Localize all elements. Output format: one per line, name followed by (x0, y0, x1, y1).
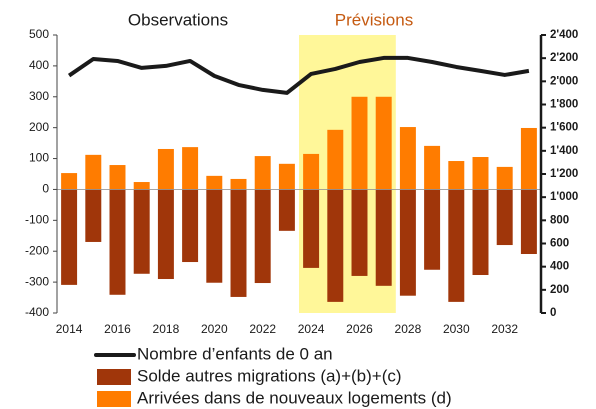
y2-tick-label: 600 (550, 238, 569, 250)
bar (399, 189, 416, 296)
annotation: Prévisions (335, 10, 413, 29)
bar (182, 147, 199, 190)
bar (472, 157, 489, 190)
bar (448, 189, 465, 302)
y-tick-label: -300 (25, 274, 49, 288)
y-tick-label: 200 (29, 120, 49, 134)
annotation: Observations (128, 10, 228, 29)
y-tick-label: -100 (25, 213, 49, 227)
y-tick-label: 100 (29, 151, 49, 165)
y2-tick-label: 0 (550, 307, 556, 319)
x-tick-label: 2020 (201, 322, 228, 336)
bar (424, 189, 441, 270)
bar (327, 189, 344, 302)
bar (399, 127, 416, 190)
y2-tick-label: 2'400 (550, 29, 578, 41)
y2-tick-label: 1'400 (550, 145, 578, 157)
bar (303, 189, 320, 268)
y2-tick-label: 2'000 (550, 75, 578, 87)
x-tick-label: 2018 (153, 322, 180, 336)
bar (254, 189, 271, 284)
bar (496, 166, 513, 190)
y2-tick-label: 1'000 (550, 191, 578, 203)
y2-tick-label: 1'200 (550, 168, 578, 180)
bar (182, 189, 199, 263)
y-tick-label: -200 (25, 243, 49, 257)
bar (278, 189, 295, 231)
x-tick-label: 2026 (346, 322, 373, 336)
legend-label: Nombre d’enfants de 0 an (137, 344, 333, 363)
bar (230, 178, 247, 190)
bar (496, 189, 513, 246)
bar (375, 189, 392, 286)
y-tick-label: 300 (29, 89, 49, 103)
bar (109, 165, 126, 190)
bar (351, 96, 368, 190)
y-tick-label: -400 (25, 305, 49, 319)
bar (278, 163, 295, 190)
bar (109, 189, 126, 295)
bar (351, 189, 368, 276)
bar (520, 189, 537, 255)
y2-tick-label: 2'200 (550, 52, 578, 64)
line (67, 55, 530, 95)
bar (520, 127, 537, 190)
legend-swatch (97, 369, 131, 385)
bar (157, 148, 174, 190)
bar (375, 96, 392, 190)
bar (157, 189, 174, 280)
x-tick-label: 2014 (56, 322, 83, 336)
x-tick-label: 2024 (298, 322, 325, 336)
bar (206, 189, 223, 283)
bar (327, 129, 344, 190)
bar (424, 145, 441, 190)
bar (254, 156, 271, 190)
x-tick-label: 2022 (249, 322, 276, 336)
y-tick-label: 0 (42, 182, 49, 196)
y-tick-label: 500 (29, 27, 49, 41)
x-tick-label: 2030 (443, 322, 470, 336)
x-tick-label: 2028 (395, 322, 422, 336)
y2-tick-label: 800 (550, 214, 569, 226)
x-tick-label: 2032 (491, 322, 518, 336)
bar (85, 154, 102, 190)
y2-tick-label: 1'600 (550, 122, 578, 134)
bar (61, 173, 78, 190)
y2-tick-label: 1'800 (550, 99, 578, 111)
legend-label: Solde autres migrations (a)+(b)+(c) (137, 366, 402, 385)
bar (230, 189, 247, 297)
bar (133, 182, 150, 190)
y-tick-label: 400 (29, 58, 49, 72)
y2-tick-label: 400 (550, 261, 569, 273)
bar (472, 189, 489, 276)
bar (448, 161, 465, 190)
x-tick-label: 2016 (104, 322, 131, 336)
bar (133, 189, 150, 274)
legend-label: Arrivées dans de nouveaux logements (d) (137, 388, 452, 407)
legend-swatch (97, 391, 131, 407)
bar (303, 153, 320, 190)
bar (61, 189, 78, 285)
bar (85, 189, 102, 242)
bar (206, 175, 223, 190)
y2-tick-label: 200 (550, 284, 569, 296)
